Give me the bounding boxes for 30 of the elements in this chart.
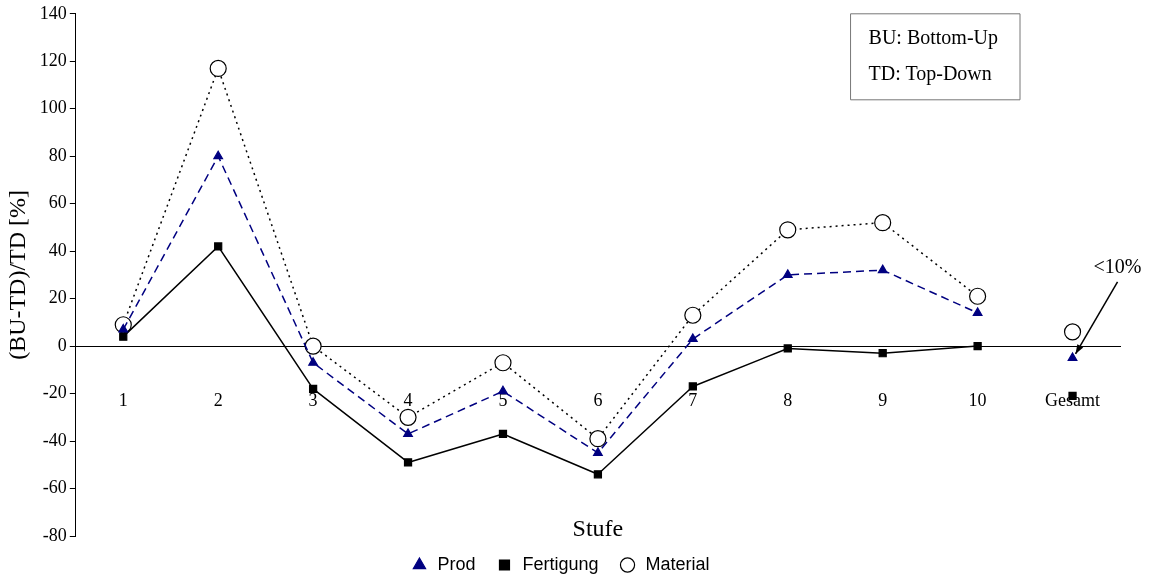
y-tick-label: -60 (42, 477, 67, 498)
annotation: BU: Bottom-Up (868, 26, 998, 50)
y-tick-label: -20 (42, 382, 67, 403)
y-tick-label: 0 (57, 334, 67, 355)
y-tick-label: 20 (48, 287, 67, 308)
legend-label: Material (645, 553, 710, 574)
y-tick-label: 120 (39, 50, 67, 71)
x-tick-label: Gesamt (1045, 389, 1101, 410)
y-tick-label: 100 (39, 97, 67, 118)
x-tick-label: 2 (213, 389, 223, 410)
y-tick-label: 40 (48, 239, 67, 260)
y-tick-label: 80 (48, 144, 67, 165)
x-tick-label: 7 (688, 389, 698, 410)
annotation: TD: Top-Down (868, 62, 992, 86)
y-tick-label: 140 (39, 2, 67, 23)
legend-label: Fertigung (522, 553, 599, 574)
legend-label: Prod (437, 553, 476, 574)
annotation: <10% (1093, 255, 1142, 278)
x-tick-label: 10 (968, 389, 987, 410)
x-tick-label: 1 (118, 389, 128, 410)
y-tick-label: -40 (42, 429, 67, 450)
y-tick-label: 60 (48, 192, 67, 213)
x-tick-label: 6 (593, 389, 603, 410)
x-tick-label: 3 (308, 389, 318, 410)
x-tick-label: 4 (403, 389, 413, 410)
y-tick-label: -80 (42, 524, 67, 545)
x-tick-label: 8 (783, 389, 793, 410)
x-axis-title: Stufe (572, 515, 624, 542)
x-tick-label: 9 (878, 389, 888, 410)
y-axis-title: (BU-TD)/TD [%] (3, 189, 30, 360)
